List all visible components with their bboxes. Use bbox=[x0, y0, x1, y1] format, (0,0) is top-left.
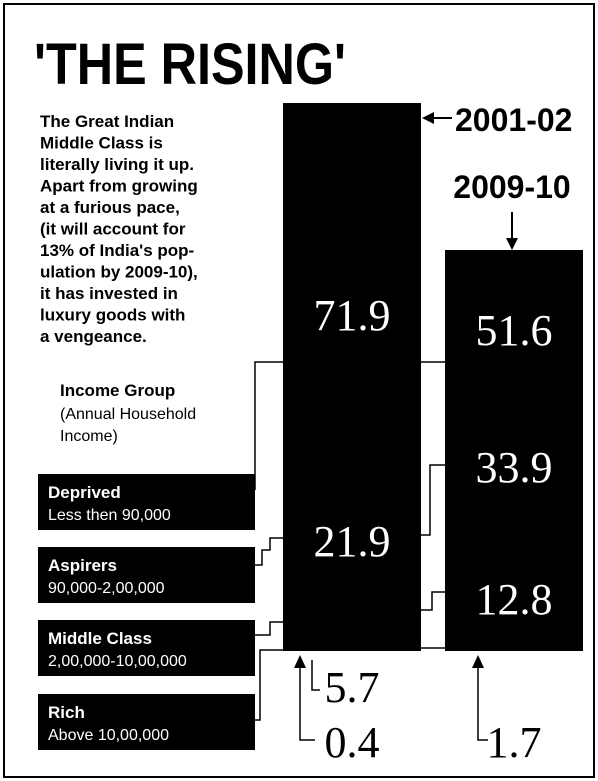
value-label: 5.7 bbox=[325, 663, 380, 712]
group-box bbox=[38, 620, 255, 676]
legend-heading: Income Group bbox=[60, 381, 175, 400]
intro-line: a vengeance. bbox=[40, 327, 147, 346]
value-label: 12.8 bbox=[476, 575, 553, 624]
intro-line: literally living it up. bbox=[40, 155, 194, 174]
bar bbox=[283, 103, 421, 651]
value-label: 33.9 bbox=[476, 443, 553, 492]
legend-subheading: (Annual Household bbox=[60, 406, 196, 423]
period-label: 2001-02 bbox=[455, 102, 572, 138]
group-box bbox=[38, 547, 255, 603]
intro-line: (it will account for bbox=[40, 220, 186, 239]
groups: Deprived Less then 90,000 Aspirers 90,000-2… bbox=[38, 474, 255, 750]
intro-line: it has invested in bbox=[40, 284, 178, 303]
periods: 2001-02 71.9 21.9 5.7 0.4 2009-10 51.6 33.9 12.8… bbox=[314, 102, 573, 767]
intro: The Great Indian Middle Class is literally… bbox=[40, 112, 198, 346]
group-range: Above 10,00,000 bbox=[48, 727, 169, 744]
intro-line: The Great Indian bbox=[40, 112, 174, 131]
value-label: 1.7 bbox=[487, 718, 542, 767]
value-label: 51.6 bbox=[476, 306, 553, 355]
frame bbox=[3, 3, 595, 778]
group-range: 2,00,000-10,00,000 bbox=[48, 653, 187, 670]
group-name: Deprived bbox=[48, 483, 121, 502]
group-box bbox=[38, 474, 255, 530]
value-label: 71.9 bbox=[314, 291, 391, 340]
period-label: 2009-10 bbox=[453, 169, 570, 205]
intro-line: ulation by 2009-10), bbox=[40, 263, 198, 282]
intro-line: luxury goods with bbox=[40, 306, 185, 325]
intro-line: Middle Class is bbox=[40, 134, 163, 153]
intro-line: Apart from growing bbox=[40, 177, 198, 196]
title: 'THE RISING' bbox=[34, 32, 346, 97]
group-name: Aspirers bbox=[48, 556, 117, 575]
group-name: Middle Class bbox=[48, 629, 152, 648]
value-label: 0.4 bbox=[325, 718, 380, 767]
group-box bbox=[38, 694, 255, 750]
group-range: 90,000-2,00,000 bbox=[48, 580, 165, 597]
connectors bbox=[254, 361, 488, 741]
value-label: 21.9 bbox=[314, 517, 391, 566]
intro-line: 13% of India's pop- bbox=[40, 241, 194, 260]
bar bbox=[445, 250, 583, 651]
group-name: Rich bbox=[48, 703, 85, 722]
arrows bbox=[294, 112, 518, 668]
legend-subheading: Income) bbox=[60, 428, 118, 445]
intro-line: at a furious pace, bbox=[40, 198, 180, 217]
group-range: Less then 90,000 bbox=[48, 507, 171, 524]
